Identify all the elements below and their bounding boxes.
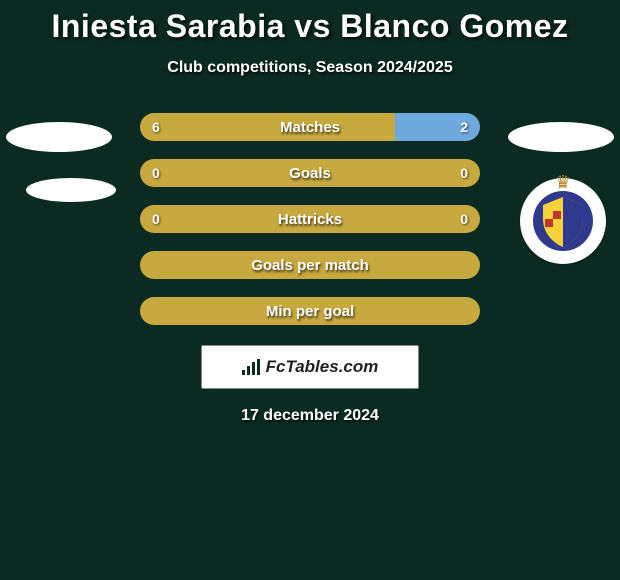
stat-left-bar: 0 — [140, 159, 480, 187]
source-logo-text: FcTables.com — [266, 357, 379, 377]
crown-icon: ♛ — [555, 172, 571, 193]
page-title: Iniesta Sarabia vs Blanco Gomez — [51, 8, 568, 45]
snapshot-date: 17 december 2024 — [241, 407, 379, 425]
stat-label: Min per goal — [266, 303, 354, 320]
stat-row: 62Matches — [140, 113, 480, 141]
player-left-avatar-2 — [26, 178, 116, 202]
stat-row: 00Goals — [140, 159, 480, 187]
stat-row: Goals per match — [140, 251, 480, 279]
stat-row: 00Hattricks — [140, 205, 480, 233]
bar-chart-icon — [242, 359, 260, 375]
stat-right-value: 2 — [460, 113, 468, 141]
stat-left-bar: 6 — [140, 113, 395, 141]
stat-left-value: 0 — [152, 165, 160, 181]
stat-left-bar: 0 — [140, 205, 480, 233]
stat-left-value: 0 — [152, 211, 160, 227]
stats-list: 62Matches00Goals00HattricksGoals per mat… — [140, 113, 480, 343]
stat-right-value: 0 — [460, 159, 468, 187]
player-left-avatar-1 — [6, 122, 112, 152]
page-subtitle: Club competitions, Season 2024/2025 — [167, 59, 452, 77]
player-right-avatar — [508, 122, 614, 152]
stat-row: Min per goal — [140, 297, 480, 325]
shield-icon — [531, 189, 595, 253]
stat-left-value: 6 — [152, 119, 160, 135]
stat-label: Goals per match — [251, 257, 369, 274]
club-crest: ♛ — [520, 178, 606, 264]
source-logo[interactable]: FcTables.com — [201, 345, 419, 389]
stat-right-value: 0 — [460, 205, 468, 233]
